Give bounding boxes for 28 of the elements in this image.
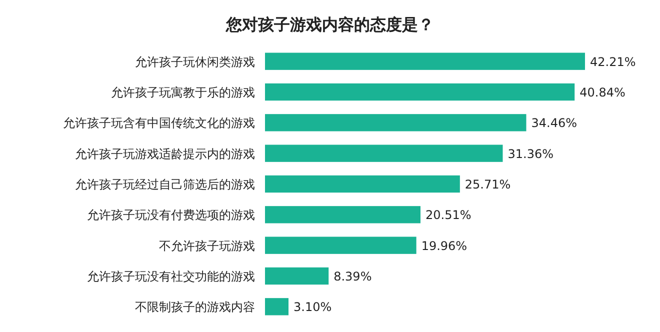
data-label: 3.10%: [294, 300, 332, 314]
y-tick-label: 允许孩子玩没有社交功能的游戏: [87, 270, 255, 284]
bar: [265, 114, 526, 132]
bar: [265, 236, 416, 254]
y-tick-label: 允许孩子玩经过自己筛选后的游戏: [75, 178, 255, 192]
bar: [265, 175, 460, 193]
bar: [265, 144, 503, 162]
bar: [265, 52, 585, 70]
chart-title: 您对孩子游戏内容的态度是？: [225, 15, 434, 34]
y-tick-label: 不允许孩子玩游戏: [159, 238, 255, 253]
data-label: 34.46%: [531, 116, 578, 130]
y-tick-label: 允许孩子玩寓教于乐的游戏: [111, 86, 255, 100]
y-tick-label: 允许孩子玩含有中国传统文化的游戏: [63, 116, 255, 130]
y-tick-label: 不限制孩子的游戏内容: [135, 300, 255, 314]
y-tick-label: 允许孩子玩休闲类游戏: [135, 54, 255, 69]
data-label: 25.71%: [464, 178, 511, 192]
data-label: 40.84%: [580, 86, 626, 100]
y-tick-label: 允许孩子玩没有付费选项的游戏: [87, 208, 255, 222]
data-label: 20.51%: [425, 208, 472, 222]
data-label: 42.21%: [590, 54, 636, 69]
bar: [265, 83, 575, 101]
data-label: 19.96%: [421, 238, 468, 253]
y-tick-label: 允许孩子玩游戏适龄提示内的游戏: [75, 146, 255, 161]
data-label: 8.39%: [334, 270, 372, 284]
bar: [265, 206, 420, 224]
data-label: 31.36%: [508, 146, 554, 161]
bar: [265, 267, 329, 285]
bar: [265, 298, 288, 316]
